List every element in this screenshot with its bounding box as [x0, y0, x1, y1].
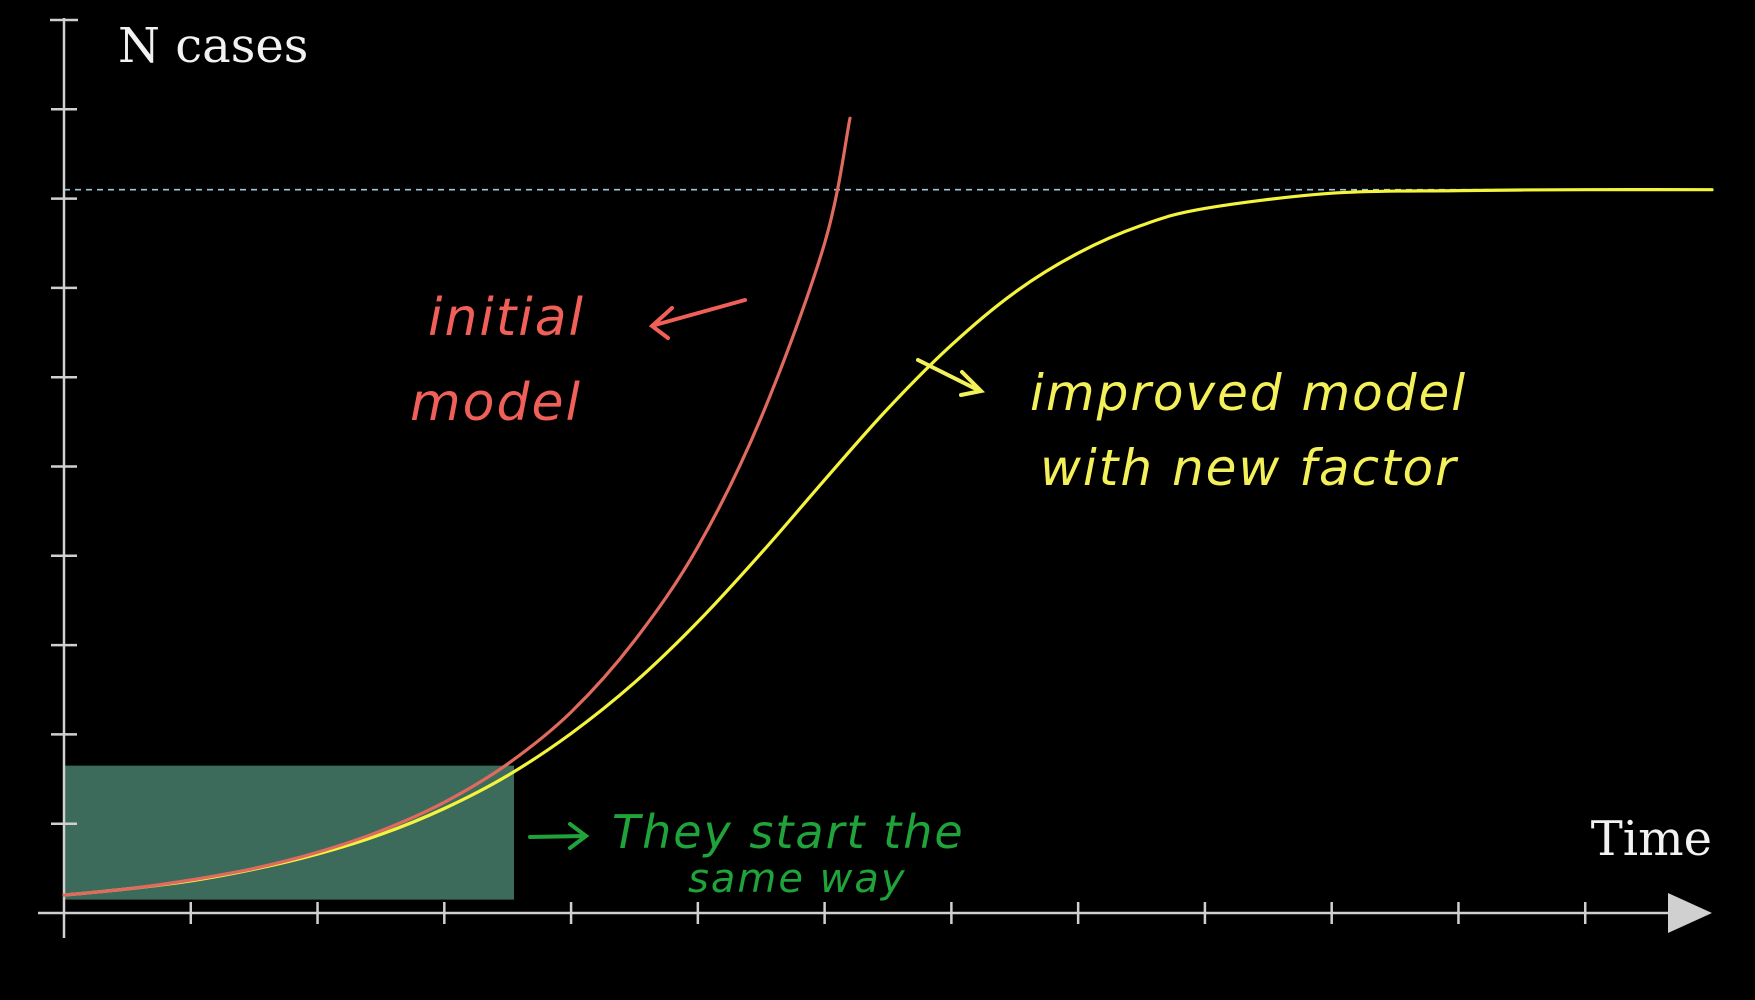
series-logistic-line	[62, 188, 1714, 897]
annotations: initial model improved model with new fa…	[410, 288, 1467, 902]
y-axis-title: N cases	[118, 18, 308, 74]
tick-marks	[51, 108, 1587, 924]
annotation-initial-line1: initial	[428, 288, 585, 348]
annotation-improved-line2: with new factor	[1040, 439, 1459, 497]
annotation-initial-arrow	[648, 298, 747, 340]
annotation-improved-line1: improved model	[1030, 364, 1467, 422]
series-layer	[62, 116, 1714, 897]
highlight-region-layer	[64, 765, 515, 900]
annotation-same-arrow	[528, 822, 590, 850]
axes: N cases Time	[38, 18, 1712, 938]
annotation-improved-arrow	[916, 358, 986, 397]
x-axis-title: Time	[1591, 811, 1712, 867]
series-exponential-line	[62, 116, 852, 897]
annotation-same-line2: same way	[688, 856, 907, 902]
highlight-region	[64, 765, 515, 900]
annotation-initial-line2: model	[410, 373, 582, 433]
x-axis-arrowhead	[1668, 893, 1712, 933]
annotation-same-line1: They start the	[612, 805, 965, 859]
